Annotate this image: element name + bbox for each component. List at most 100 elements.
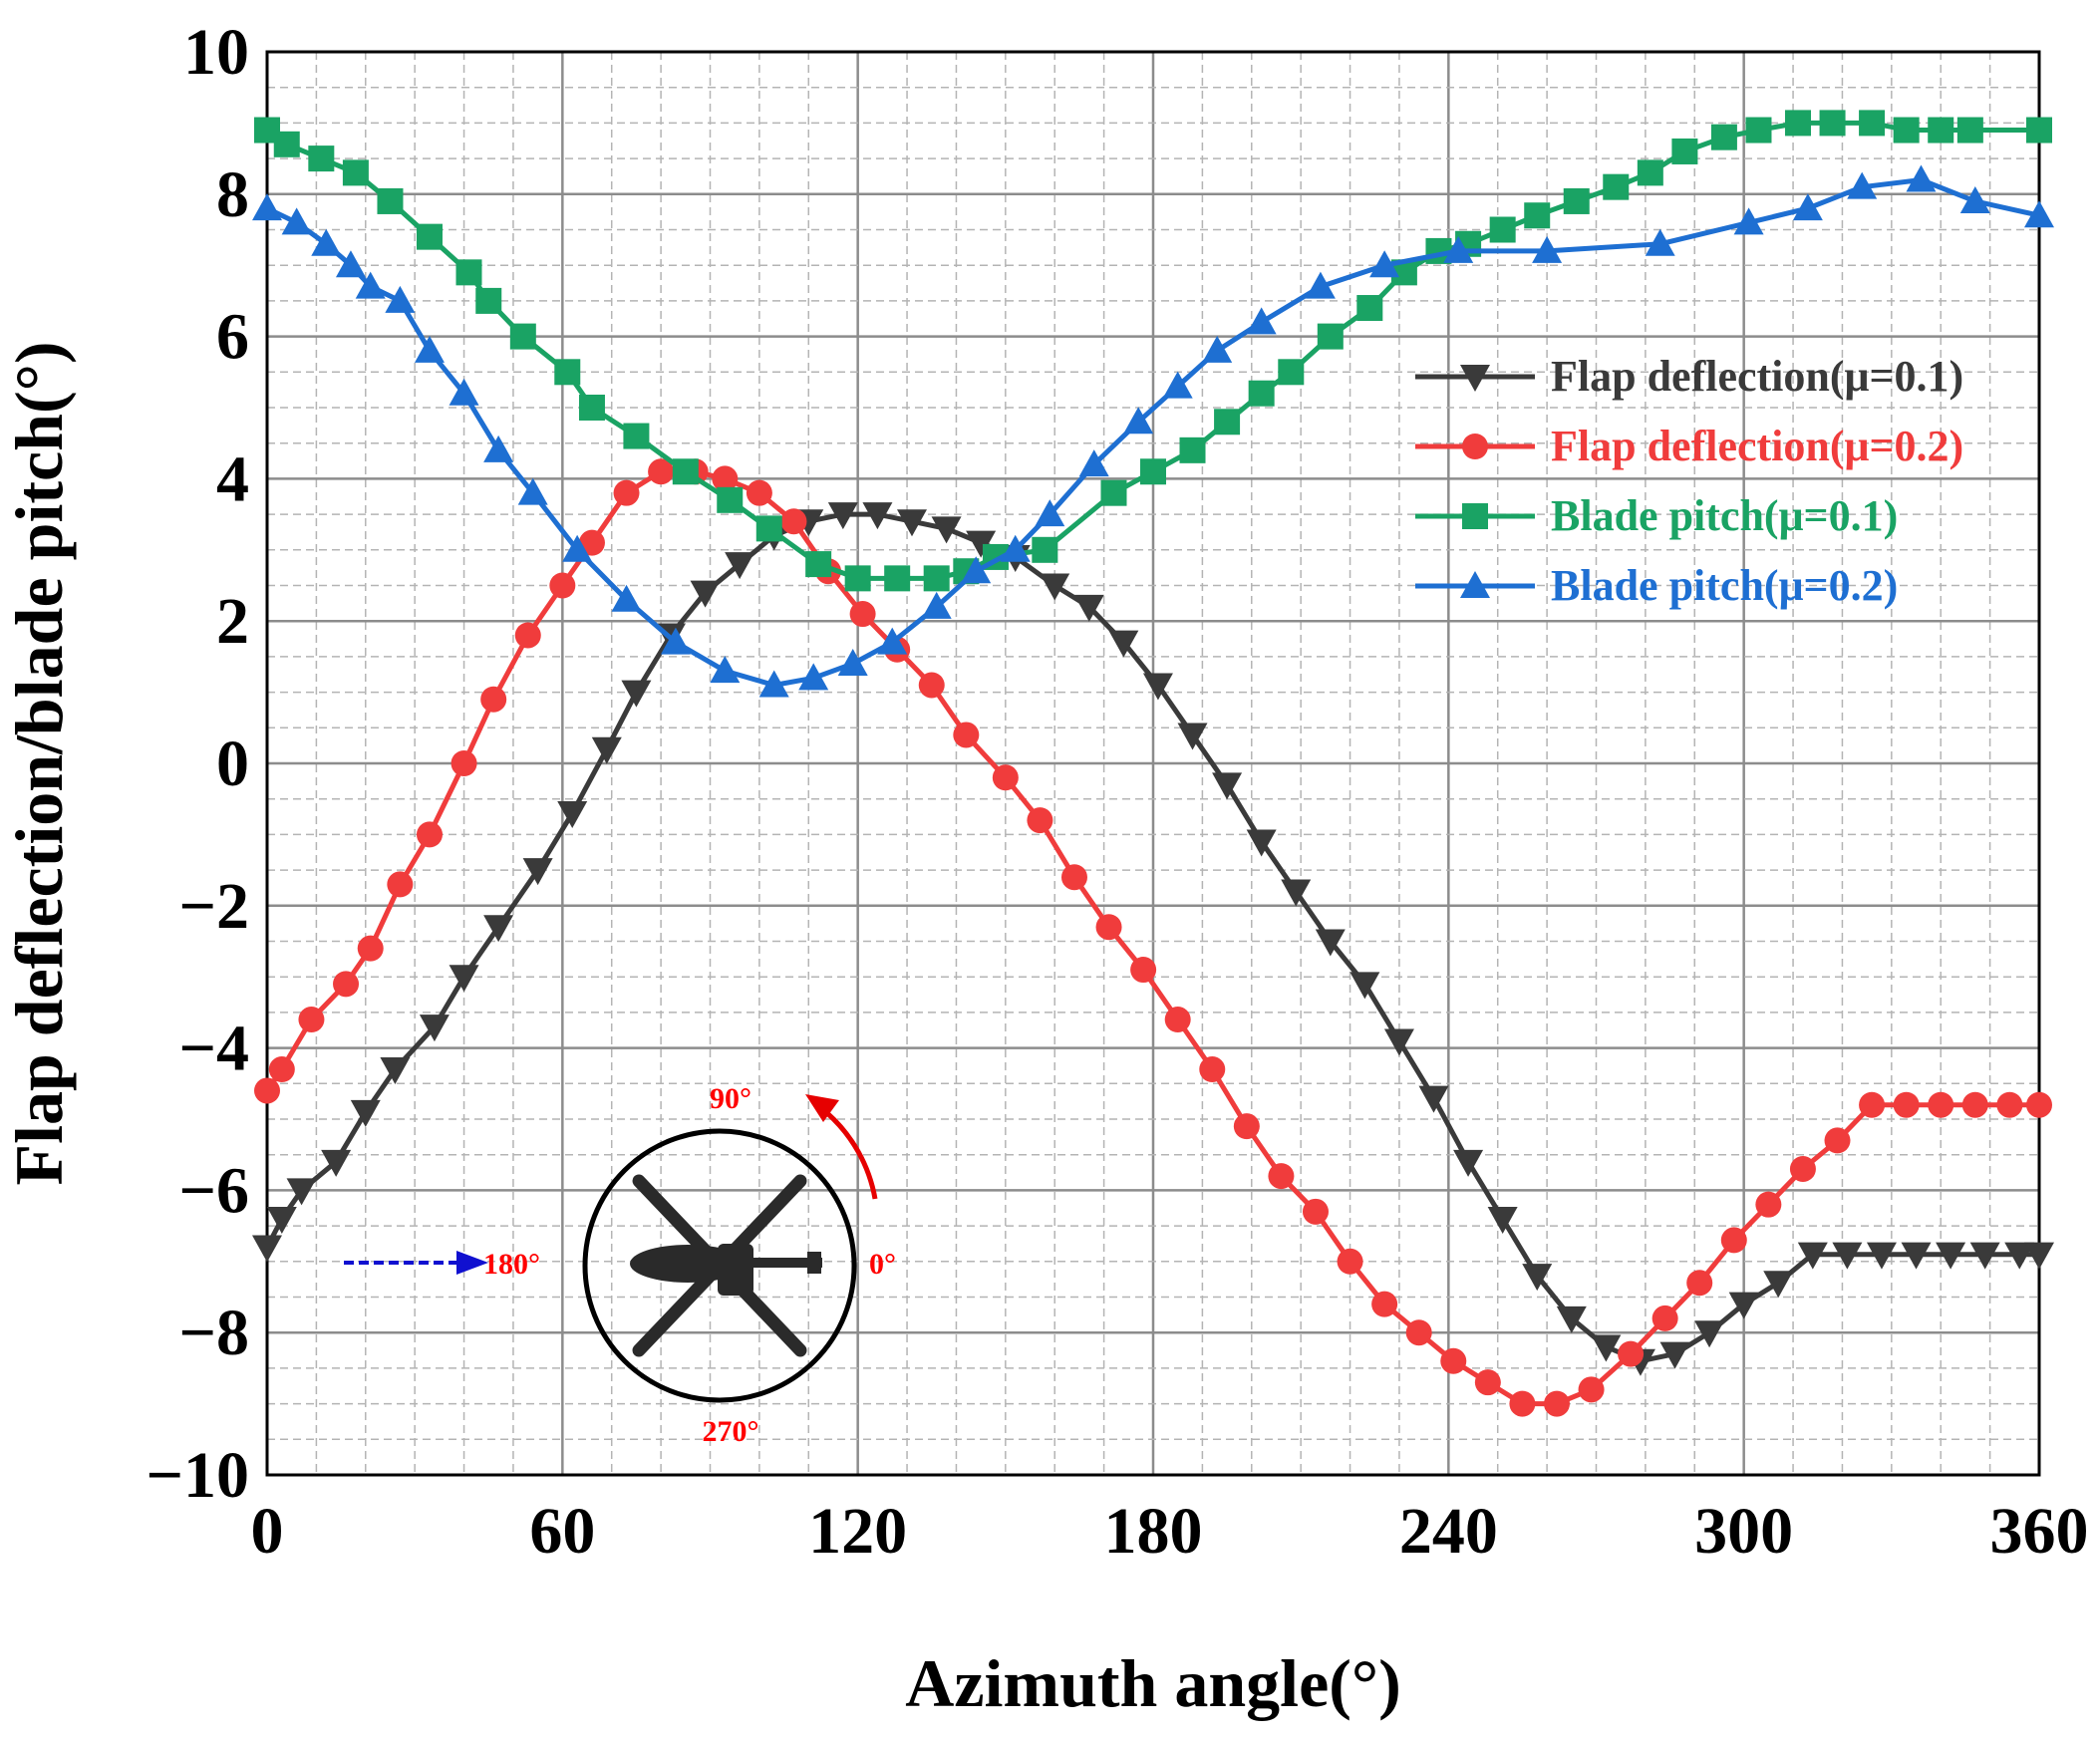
x-tick-label: 120 (808, 1495, 907, 1568)
data-point (1073, 594, 1104, 622)
data-point (1356, 295, 1383, 322)
plot-frame (265, 50, 2041, 1477)
y-tick-label: −2 (178, 870, 249, 943)
x-tick-label: 300 (1694, 1495, 1793, 1568)
data-point (1847, 171, 1878, 199)
x-tick-label: 180 (1104, 1495, 1203, 1568)
data-point (554, 359, 581, 386)
data-point (1302, 1198, 1329, 1225)
data-point (1248, 380, 1275, 407)
legend-label: Flap deflection(μ=0.1) (1551, 352, 1963, 401)
data-point (321, 1149, 352, 1177)
data-point (1177, 723, 1208, 750)
y-tick-label: 8 (216, 158, 249, 231)
data-point (1162, 371, 1193, 399)
data-point (896, 509, 927, 537)
y-tick-label: −8 (178, 1297, 249, 1369)
data-point (798, 663, 829, 691)
data-point (1000, 534, 1031, 562)
data-point (1246, 829, 1277, 857)
data-point (746, 479, 772, 506)
data-point (621, 680, 652, 708)
y-tick-label: 6 (216, 301, 249, 374)
data-point (877, 627, 908, 655)
legend-marker (1460, 571, 1490, 598)
data-point (953, 722, 980, 748)
data-point (578, 395, 605, 421)
inset-label-180: 180° (483, 1248, 540, 1281)
data-point (1784, 110, 1811, 137)
data-point (562, 534, 593, 562)
data-point (1369, 250, 1400, 278)
data-point (1405, 1319, 1432, 1346)
data-point (509, 323, 536, 350)
data-point (1060, 864, 1087, 891)
data-point (1179, 436, 1206, 463)
data-point (1474, 1369, 1501, 1396)
legend-marker (1460, 365, 1490, 392)
data-point (1969, 1242, 2000, 1270)
data-point (648, 458, 675, 485)
data-point (1383, 1028, 1414, 1056)
data-point (1755, 1191, 1782, 1218)
data-point (298, 1007, 325, 1033)
data-point (755, 515, 782, 542)
data-point (380, 1057, 411, 1085)
data-point (1936, 1242, 1966, 1270)
data-point (273, 131, 300, 157)
data-point (1893, 117, 1920, 144)
data-point (758, 670, 789, 698)
data-point (414, 335, 445, 363)
data-point (1142, 673, 1173, 701)
data-point (623, 423, 650, 449)
data-point (849, 601, 876, 628)
data-point (1797, 1242, 1828, 1270)
data-point (1199, 1056, 1226, 1083)
series-1 (252, 502, 2054, 1376)
data-point (350, 1099, 381, 1127)
data-point (1956, 117, 1983, 144)
data-point (591, 736, 622, 764)
data-point (1720, 1227, 1747, 1254)
data-point (725, 552, 755, 580)
y-tick-label: 4 (216, 442, 249, 515)
legend-marker (1462, 503, 1488, 529)
data-point (578, 529, 605, 556)
inset-label-90: 90° (710, 1082, 751, 1115)
data-point (557, 800, 588, 828)
data-point (416, 821, 443, 848)
data-point (1371, 1291, 1398, 1317)
data-point (918, 672, 945, 699)
data-point (1928, 117, 1954, 144)
data-point (449, 965, 479, 993)
data-point (966, 530, 997, 558)
data-point (1792, 193, 1823, 221)
data-point (342, 159, 369, 186)
legend-label: Blade pitch(μ=0.1) (1551, 491, 1898, 540)
data-point (1078, 449, 1109, 477)
rotor-disk-circle (582, 1128, 857, 1403)
data-point (2026, 117, 2052, 144)
data-point (1686, 1270, 1713, 1297)
data-point (1487, 1206, 1518, 1234)
data-point (377, 187, 404, 214)
data-point (884, 565, 911, 592)
data-point (710, 656, 741, 684)
helicopter-fuselage-icon (630, 1244, 822, 1296)
data-point (1350, 972, 1380, 1000)
legend-label: Flap deflection(μ=0.2) (1551, 422, 1963, 470)
data-point (1961, 1091, 1988, 1118)
data-point (1214, 409, 1241, 436)
x-axis-title: Azimuth angle(°) (905, 1645, 1400, 1721)
data-point (1710, 124, 1737, 150)
data-point (1027, 807, 1053, 834)
data-point (1603, 173, 1630, 200)
data-point (1212, 772, 1243, 800)
data-point (475, 287, 502, 314)
wind-arrowhead-icon (456, 1251, 488, 1275)
y-tick-label: −10 (146, 1439, 249, 1512)
inset-label-0: 0° (869, 1248, 896, 1281)
x-tick-label: 240 (1399, 1495, 1498, 1568)
data-point (1489, 216, 1516, 243)
data-point (1233, 1113, 1260, 1140)
